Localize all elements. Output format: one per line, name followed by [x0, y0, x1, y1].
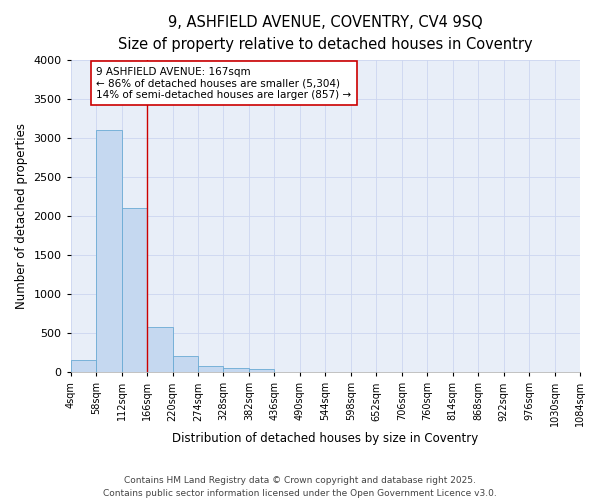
Bar: [122, 208, 147, 372]
Bar: [198, 366, 223, 372]
Bar: [173, 356, 198, 372]
Title: 9, ASHFIELD AVENUE, COVENTRY, CV4 9SQ
Size of property relative to detached hous: 9, ASHFIELD AVENUE, COVENTRY, CV4 9SQ Si…: [118, 15, 533, 52]
Bar: [147, 327, 173, 372]
Bar: [223, 368, 249, 372]
Text: 9 ASHFIELD AVENUE: 167sqm
← 86% of detached houses are smaller (5,304)
14% of se: 9 ASHFIELD AVENUE: 167sqm ← 86% of detac…: [96, 66, 351, 100]
Bar: [96, 130, 122, 372]
X-axis label: Distribution of detached houses by size in Coventry: Distribution of detached houses by size …: [172, 432, 478, 445]
Bar: [71, 360, 96, 372]
Y-axis label: Number of detached properties: Number of detached properties: [15, 123, 28, 309]
Bar: [249, 370, 274, 372]
Text: Contains HM Land Registry data © Crown copyright and database right 2025.
Contai: Contains HM Land Registry data © Crown c…: [103, 476, 497, 498]
